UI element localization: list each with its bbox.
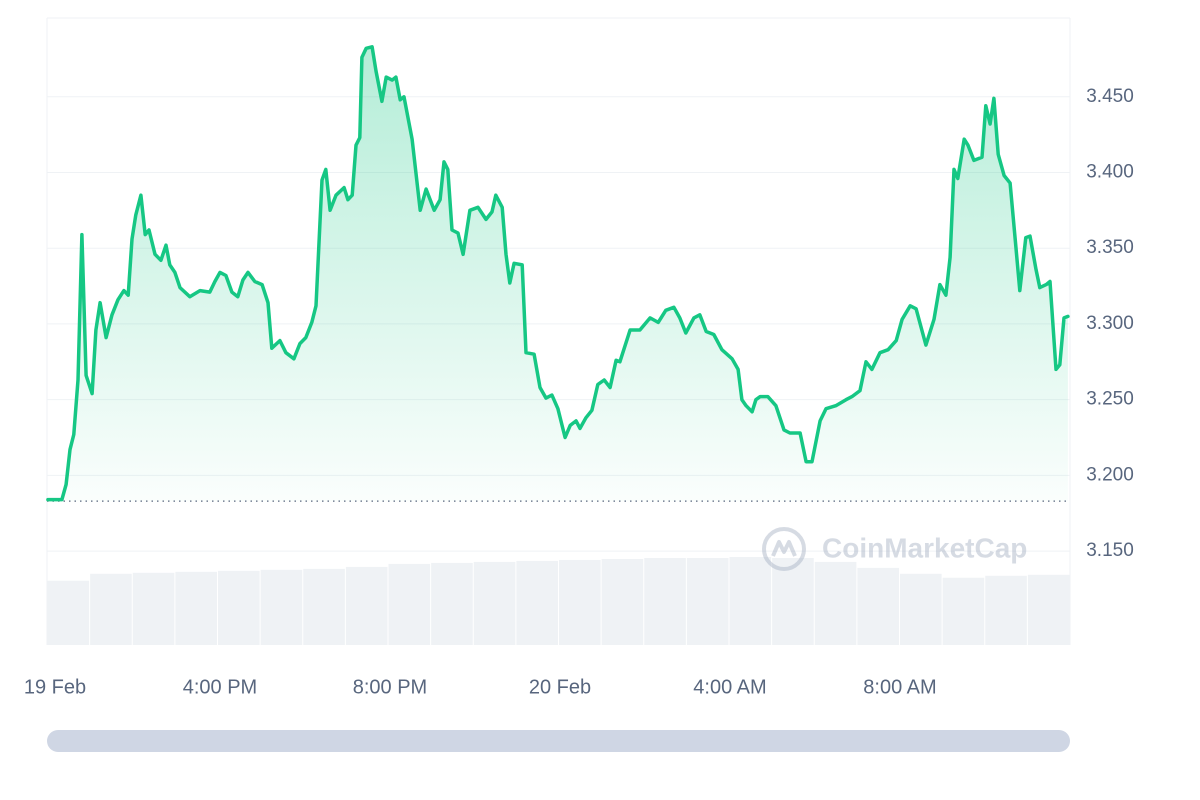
scrollbar[interactable] [47, 730, 1070, 752]
watermark-logo-mark [771, 540, 797, 557]
watermark-text: CoinMarketCap [822, 532, 1027, 563]
y-tick-label: 3.300 [1086, 313, 1134, 334]
y-tick-label: 3.350 [1086, 237, 1134, 258]
x-tick-label: 4:00 PM [183, 676, 257, 698]
volume-bar [345, 566, 388, 645]
volume-bar [260, 569, 303, 645]
y-tick-label: 3.200 [1086, 464, 1134, 485]
x-tick-label: 8:00 PM [353, 676, 427, 698]
watermark-logo [762, 527, 806, 571]
price-area [47, 46, 1068, 502]
volume-bar [900, 573, 942, 645]
volume-bar [218, 570, 260, 645]
axis-labels: 3.150 3.200 3.250 3.300 3.350 3.400 3.450 19 Fe… [24, 86, 1134, 699]
volume-bar [175, 571, 217, 645]
price-line [46, 45, 1070, 502]
volume-bar [985, 575, 1027, 645]
volume-bar [686, 557, 729, 645]
x-tick-label: 20 Feb [529, 676, 591, 698]
y-tick-label: 3.400 [1086, 161, 1134, 182]
volume-bar [559, 559, 601, 645]
volume-bar [431, 562, 473, 645]
volume-bar [90, 573, 132, 645]
x-tick-label: 4:00 AM [693, 676, 766, 698]
watermark: CoinMarketCap [762, 527, 1027, 571]
y-tick-label: 3.450 [1086, 86, 1134, 107]
volume-bar [388, 563, 431, 645]
volume-bar [1027, 574, 1070, 645]
volume-bar [132, 572, 175, 645]
volume-bar [601, 558, 644, 645]
volume-bar [644, 557, 686, 645]
y-tick-label: 3.250 [1086, 389, 1134, 410]
volume-bar [942, 577, 985, 645]
volume-bar [47, 580, 90, 645]
volume-bar [772, 557, 814, 645]
x-tick-label: 19 Feb [24, 676, 86, 698]
volume-bar [516, 560, 558, 645]
volume-bar [857, 567, 899, 645]
plot [46, 45, 1070, 502]
volume-bar [814, 561, 857, 645]
volume-bar [303, 568, 345, 645]
volume-bars [47, 557, 1070, 645]
volume-bar [473, 561, 516, 645]
y-tick-label: 3.150 [1086, 540, 1134, 561]
volume-bar [729, 557, 772, 645]
x-tick-label: 8:00 AM [863, 676, 936, 698]
